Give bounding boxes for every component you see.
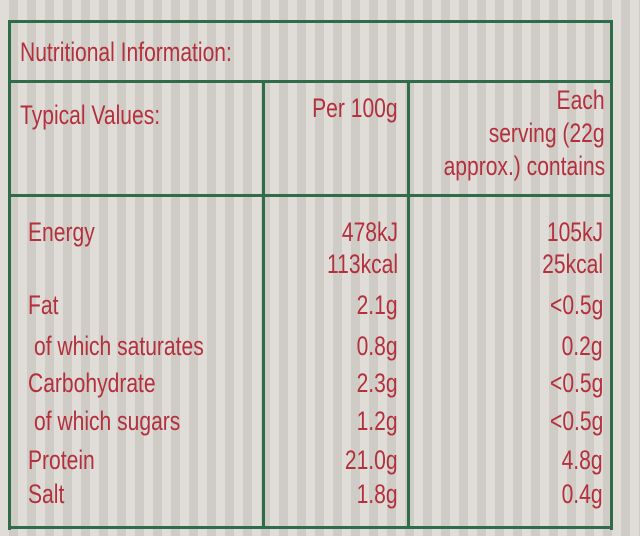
per-serving-value: 0.2g <box>562 331 603 361</box>
column-rule <box>407 82 410 528</box>
per-100g-value: 2.3g <box>357 368 398 398</box>
per-serving-value: <0.5g <box>549 368 603 398</box>
row-label: Salt <box>28 479 65 509</box>
column-rule <box>262 82 265 528</box>
per-100g-value: 0.8g <box>357 331 398 361</box>
header-per-serving: Each <box>556 85 605 115</box>
per-serving-value: 105kJ <box>546 217 603 247</box>
per-serving-value: 25kcal <box>542 249 603 279</box>
title: Nutritional Information: <box>20 37 232 67</box>
row-label: Carbohydrate <box>28 368 156 398</box>
row-label: Energy <box>28 217 95 247</box>
header-rule <box>8 194 612 197</box>
row-label: Fat <box>28 290 59 320</box>
border-left <box>8 20 11 530</box>
header-per-100g: Per 100g <box>312 93 398 123</box>
per-100g-value: 478kJ <box>341 217 398 247</box>
header-label: Typical Values: <box>20 100 161 130</box>
per-serving-value: <0.5g <box>549 406 603 436</box>
per-100g-value: 113kcal <box>326 249 398 279</box>
border-right <box>610 20 613 530</box>
per-100g-value: 2.1g <box>357 290 398 320</box>
row-label: of which sugars <box>34 406 181 436</box>
per-serving-value: <0.5g <box>549 290 603 320</box>
header-per-serving: approx.) contains <box>443 151 605 181</box>
row-label: Protein <box>28 445 95 475</box>
per-100g-value: 1.8g <box>357 479 398 509</box>
per-100g-value: 21.0g <box>345 445 398 475</box>
border-bottom <box>8 526 612 529</box>
border-top <box>8 20 612 23</box>
title-rule <box>8 80 612 83</box>
per-100g-value: 1.2g <box>357 406 398 436</box>
row-label: of which saturates <box>34 331 204 361</box>
per-serving-value: 4.8g <box>562 445 603 475</box>
header-per-serving: serving (22g <box>489 118 605 148</box>
per-serving-value: 0.4g <box>562 479 603 509</box>
